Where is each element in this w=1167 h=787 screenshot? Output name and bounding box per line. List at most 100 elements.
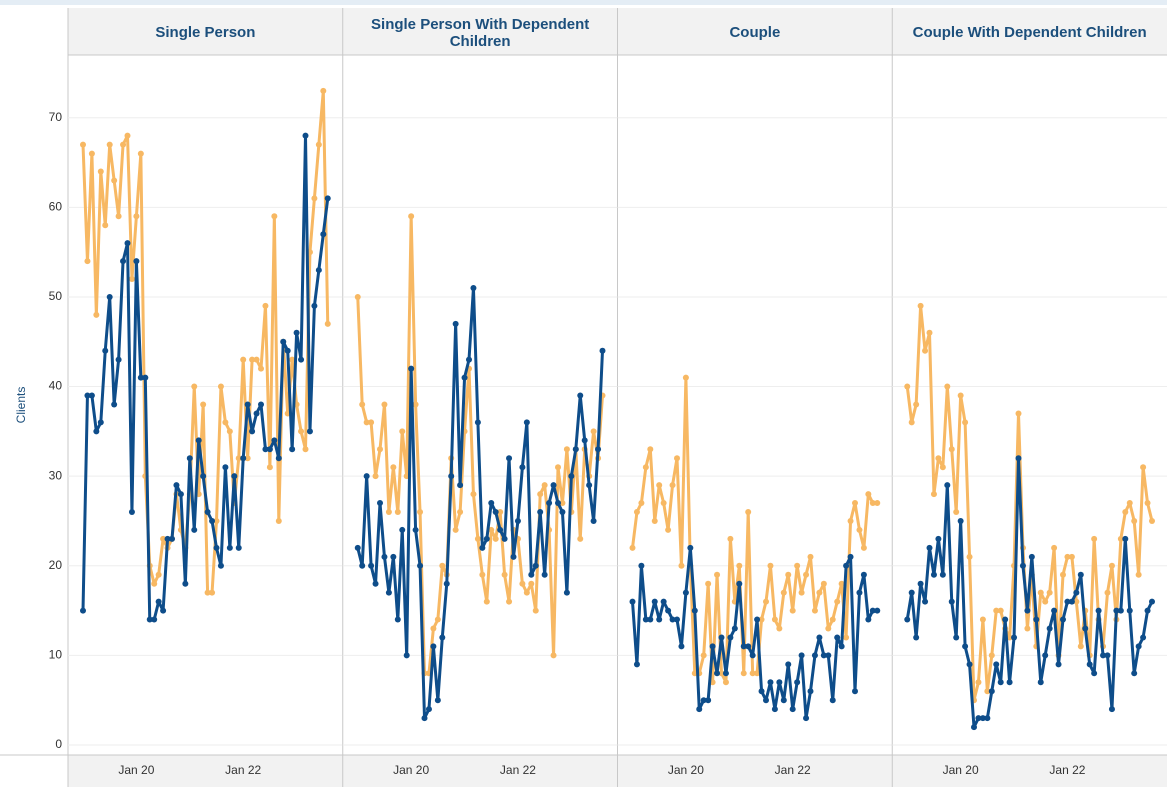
- point: [586, 482, 593, 489]
- point: [390, 553, 397, 560]
- point: [816, 589, 823, 596]
- point: [1140, 634, 1147, 641]
- point: [275, 517, 282, 524]
- point: [647, 446, 654, 453]
- point: [563, 589, 570, 596]
- point: [660, 500, 667, 507]
- point: [948, 446, 955, 453]
- point: [731, 625, 738, 632]
- point: [984, 715, 991, 722]
- x-tick-label: Jan 22: [500, 763, 536, 777]
- point: [577, 392, 584, 399]
- point: [674, 455, 680, 462]
- point: [696, 706, 703, 713]
- point: [1113, 607, 1120, 614]
- point: [1117, 607, 1124, 614]
- point: [191, 383, 198, 390]
- point: [1073, 589, 1080, 596]
- series-line: [631, 546, 878, 720]
- point: [727, 535, 734, 542]
- point: [714, 670, 721, 677]
- point: [1122, 535, 1129, 542]
- point: [399, 428, 406, 435]
- point: [363, 419, 370, 426]
- point: [847, 553, 854, 560]
- point: [430, 625, 437, 632]
- point: [957, 517, 964, 524]
- point: [1068, 598, 1075, 605]
- point: [151, 580, 158, 587]
- point: [111, 177, 118, 184]
- point: [834, 634, 841, 641]
- point: [966, 553, 973, 560]
- point: [1149, 598, 1155, 605]
- point: [722, 670, 729, 677]
- point: [363, 473, 370, 480]
- point: [204, 589, 211, 596]
- point: [1068, 553, 1075, 560]
- point: [988, 688, 995, 695]
- point: [669, 616, 676, 623]
- point: [97, 419, 104, 426]
- point: [736, 562, 743, 569]
- point: [740, 643, 747, 650]
- point: [682, 589, 689, 596]
- point: [385, 509, 392, 516]
- point: [510, 553, 517, 560]
- point: [421, 715, 428, 722]
- point: [249, 356, 256, 363]
- point: [838, 580, 845, 587]
- point: [789, 706, 796, 713]
- point: [311, 302, 318, 309]
- point: [874, 607, 881, 614]
- point: [80, 141, 86, 148]
- point: [488, 526, 495, 533]
- point: [776, 679, 783, 686]
- point: [275, 455, 282, 462]
- point: [745, 509, 752, 516]
- point: [226, 544, 233, 551]
- point: [137, 150, 144, 157]
- point: [169, 535, 175, 542]
- point: [785, 571, 792, 578]
- point: [137, 374, 144, 381]
- panel-title: Single Person With Dependent Children: [371, 15, 590, 50]
- point: [705, 580, 712, 587]
- point: [1051, 607, 1058, 614]
- point: [359, 562, 366, 569]
- point: [1077, 571, 1084, 578]
- point: [258, 401, 264, 408]
- x-tick-label: Jan 20: [118, 763, 154, 777]
- point: [1006, 679, 1013, 686]
- point: [200, 401, 207, 408]
- point: [1104, 652, 1111, 659]
- point: [271, 437, 278, 444]
- point: [457, 509, 464, 516]
- point: [222, 419, 229, 426]
- point: [359, 401, 366, 408]
- point: [860, 571, 867, 578]
- point: [160, 607, 167, 614]
- point: [811, 607, 818, 614]
- point: [1091, 535, 1098, 542]
- point: [944, 482, 951, 489]
- point: [320, 231, 327, 238]
- point: [691, 607, 698, 614]
- point: [235, 544, 242, 551]
- point: [820, 652, 827, 659]
- point: [1015, 410, 1022, 417]
- point: [151, 616, 158, 623]
- point: [253, 356, 260, 363]
- point: [935, 535, 942, 542]
- point: [843, 562, 850, 569]
- point: [528, 580, 535, 587]
- point: [780, 697, 787, 704]
- y-tick-label: 0: [55, 737, 62, 751]
- point: [1028, 553, 1035, 560]
- point: [497, 509, 504, 516]
- point: [537, 491, 544, 498]
- point: [590, 428, 597, 435]
- point: [266, 446, 273, 453]
- point: [289, 356, 296, 363]
- point: [186, 455, 193, 462]
